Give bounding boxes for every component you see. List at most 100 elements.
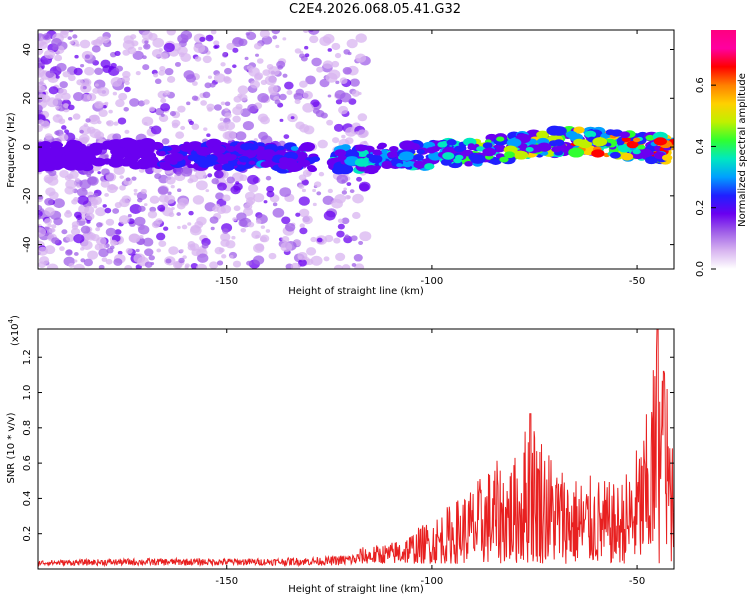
spectrogram-cell (298, 183, 305, 189)
spectrogram-cell (207, 173, 213, 178)
spectrogram-y-ticks: 40 20 0 -20 -40 (22, 43, 674, 253)
spectrogram-cell (213, 73, 226, 83)
spectrogram-cell (274, 99, 281, 105)
spectrogram-cell (196, 216, 207, 226)
spectrogram-cell (39, 140, 52, 149)
spectrogram-cell (102, 204, 107, 208)
spectrogram-cell (174, 61, 181, 67)
spectrogram-cell (232, 106, 243, 116)
spectrogram-cell (141, 30, 153, 40)
spectrogram-cell (38, 104, 43, 113)
spectrogram-cell (304, 45, 309, 50)
spectrogram-cell (325, 72, 338, 83)
spectrogram-cell (260, 225, 266, 229)
spectrogram-cell (224, 67, 232, 75)
spectrogram-cell (331, 42, 341, 51)
spectrogram-cell (84, 54, 91, 59)
spectrogram-cell (250, 80, 261, 89)
spectrogram-cell (191, 123, 200, 130)
spectrogram-cell (70, 227, 81, 236)
spectrogram-cell (253, 243, 265, 253)
spectrogram-cell (157, 204, 166, 212)
spectrogram-cell (38, 227, 47, 237)
spectrogram-cell (132, 50, 144, 61)
spectrogram-cell (626, 140, 639, 149)
spectrogram-cell (62, 71, 71, 78)
spectrogram-cell (341, 264, 351, 269)
spectrogram-cell (38, 93, 47, 101)
spectrogram-cell (265, 175, 272, 181)
spectrogram-cell (232, 47, 239, 53)
spectrogram-y-tick-label: 40 (22, 43, 33, 56)
spectrogram-cell (211, 178, 219, 185)
spectrogram-cell (386, 151, 398, 158)
spectrogram-cell (282, 37, 287, 41)
spectrogram-cell (299, 50, 304, 55)
spectrogram-cell (278, 150, 286, 155)
spectrogram-cell (441, 140, 449, 146)
spectrogram-cell (247, 221, 255, 228)
spectrogram-cell (148, 255, 155, 261)
spectrogram-cell (334, 193, 346, 204)
spectrogram-cell (294, 99, 301, 105)
spectrogram-cell (302, 103, 314, 113)
spectrogram-cell (188, 210, 194, 216)
spectrogram-cell (591, 149, 605, 158)
spectrogram-cell (112, 133, 122, 141)
spectrogram-cell (515, 150, 524, 156)
spectrogram-cell (110, 62, 117, 69)
spectrogram-cell (568, 147, 585, 158)
spectrogram-x-tick-label: -150 (215, 276, 238, 287)
spectrogram-cell (286, 162, 302, 172)
spectrogram-cell (86, 173, 92, 178)
spectrogram-cell (38, 71, 41, 76)
spectrogram-cell (68, 262, 75, 268)
spectrogram-cell (339, 77, 348, 84)
spectrogram-cell (402, 161, 412, 168)
spectrogram-cell (284, 222, 296, 232)
spectrogram-cell (199, 36, 206, 42)
spectrogram-cell (327, 48, 332, 52)
spectrogram-cell (221, 254, 227, 259)
spectrogram-cell (73, 263, 85, 269)
spectrogram-cell (254, 72, 264, 80)
spectrogram-cell (214, 246, 224, 255)
spectrogram-cell (335, 99, 343, 105)
spectrogram-cell (115, 65, 124, 72)
spectrogram-cell (609, 151, 621, 159)
spectrogram-cell (143, 155, 159, 165)
spectrogram-cell (160, 98, 167, 104)
spectrogram-cell (177, 225, 181, 230)
spectrogram-cell (220, 232, 231, 242)
spectrogram-cell (160, 52, 169, 60)
spectrogram-cell (94, 83, 99, 87)
spectrogram-cell (191, 248, 201, 257)
spectrogram-cell (115, 99, 125, 108)
spectrogram-cell (592, 137, 608, 147)
snr-x-tick-label: -100 (421, 576, 444, 587)
spectrogram-cell (302, 215, 313, 225)
spectrogram-cell (187, 163, 194, 169)
spectrogram-cell (240, 227, 247, 233)
snr-series-line (38, 329, 674, 568)
spectrogram-cell (65, 141, 80, 151)
spectrogram-cell (310, 236, 317, 243)
spectrogram-cell (616, 140, 625, 146)
colorbar-gradient (711, 30, 736, 269)
spectrogram-cell (430, 146, 440, 153)
spectrogram-cell (44, 207, 55, 216)
spectrogram-cell (327, 94, 332, 98)
spectrogram-cell (237, 164, 245, 169)
spectrogram-cell (157, 90, 168, 99)
spectrogram-cell (48, 86, 59, 95)
spectrogram-cell (123, 107, 129, 112)
spectrogram-cell (359, 231, 372, 242)
spectrogram-cell (662, 154, 673, 161)
spectrogram-cell (243, 203, 253, 211)
spectrogram-cell (168, 212, 175, 218)
spectrogram-cell (503, 151, 515, 159)
spectrogram-cell (237, 85, 249, 95)
spectrogram-cell (202, 91, 211, 99)
snr-frame (37, 328, 675, 570)
spectrogram-cell (279, 118, 284, 122)
